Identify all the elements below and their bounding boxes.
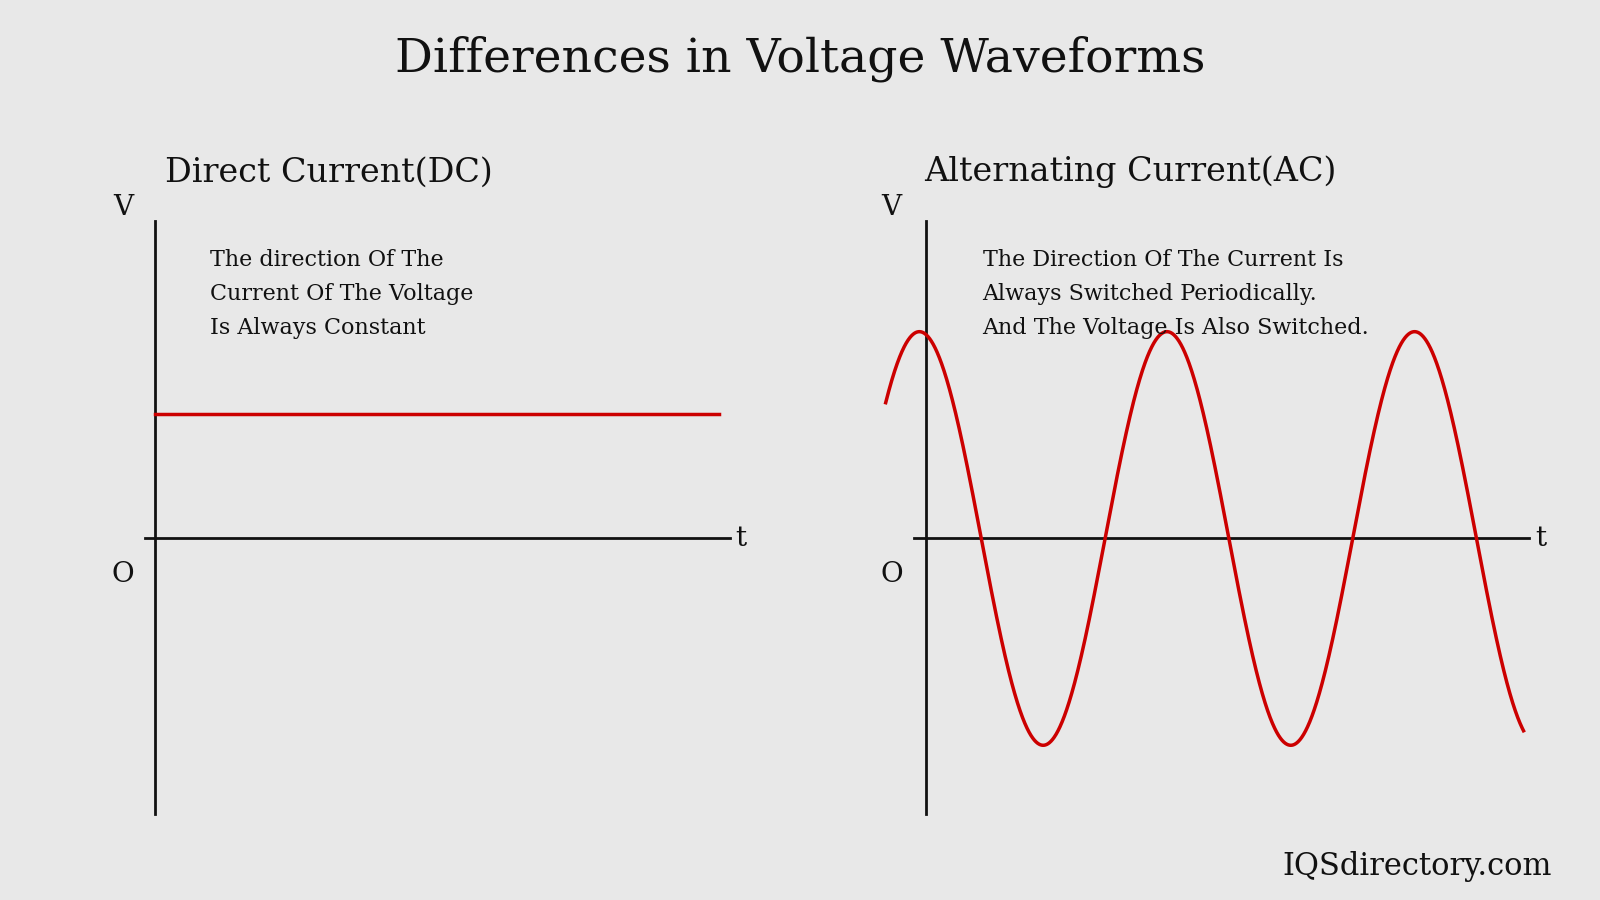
Text: The Direction Of The Current Is
Always Switched Periodically.
And The Voltage Is: The Direction Of The Current Is Always S… — [982, 249, 1370, 338]
Text: Alternating Current(AC): Alternating Current(AC) — [925, 156, 1336, 188]
Text: O: O — [880, 561, 902, 588]
Text: IQSdirectory.com: IQSdirectory.com — [1283, 851, 1552, 882]
Text: V: V — [112, 194, 133, 221]
Text: Differences in Voltage Waveforms: Differences in Voltage Waveforms — [395, 36, 1205, 83]
Text: O: O — [112, 561, 134, 588]
Text: t: t — [736, 525, 747, 552]
Text: The direction Of The
Current Of The Voltage
Is Always Constant: The direction Of The Current Of The Volt… — [210, 249, 474, 338]
Text: Direct Current(DC): Direct Current(DC) — [165, 157, 493, 188]
Text: V: V — [882, 194, 901, 221]
Text: t: t — [1534, 525, 1546, 552]
